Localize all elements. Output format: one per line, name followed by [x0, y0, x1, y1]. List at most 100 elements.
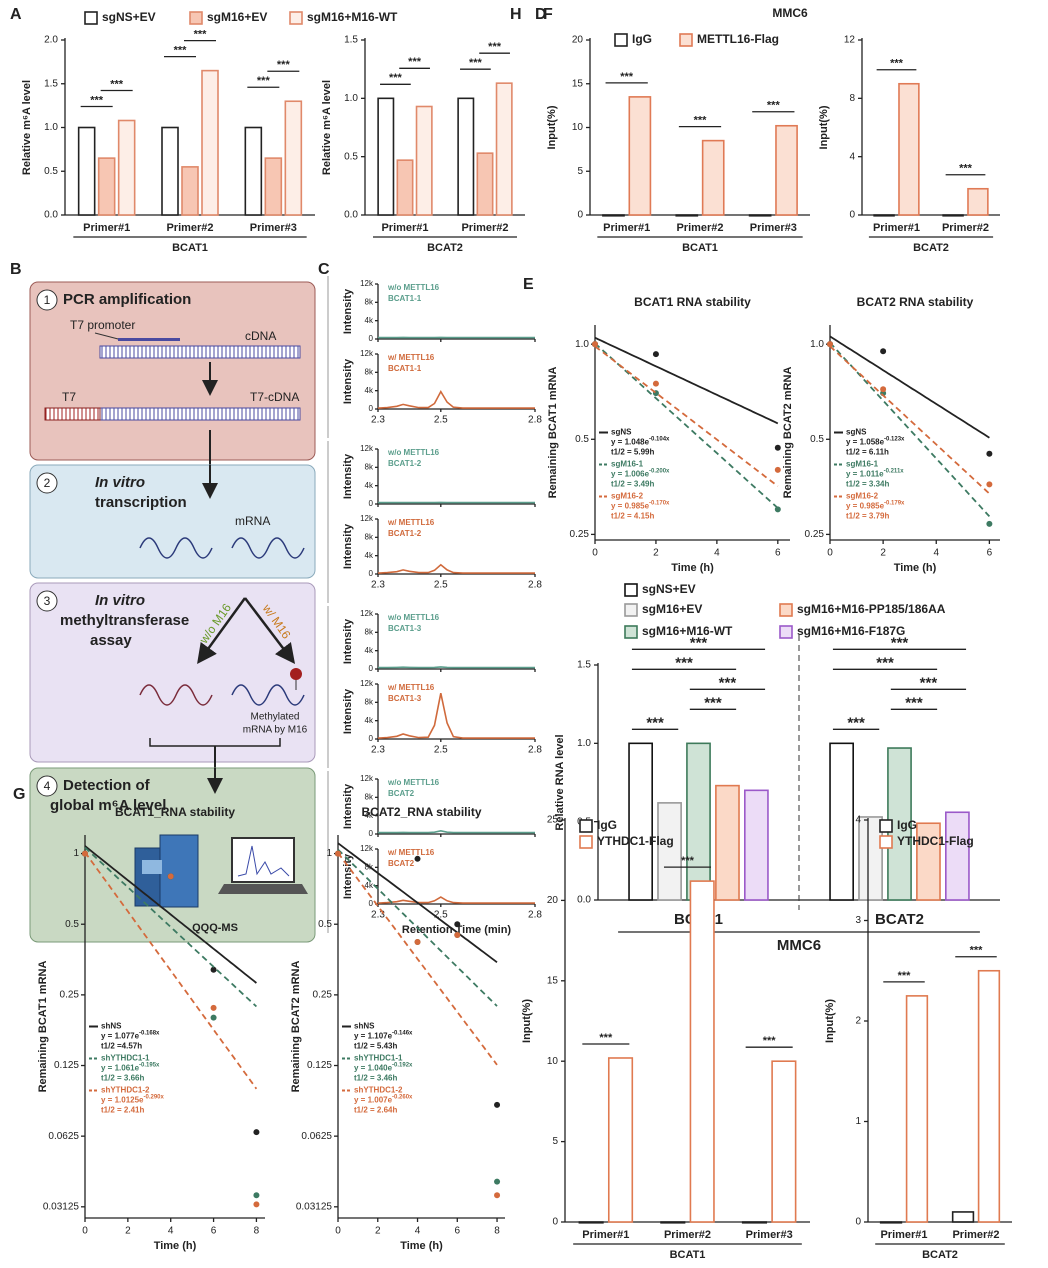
y-tick-label: 1 — [73, 848, 79, 859]
legend-swatch — [779, 603, 793, 617]
label: mRNA by M16 — [243, 725, 308, 736]
sample-label: BCAT1-3 — [388, 694, 422, 703]
y-tick-label: 0 — [849, 210, 855, 221]
fit-equation-base: y = 1.058e — [846, 438, 885, 447]
bar — [741, 1221, 768, 1224]
methyl-mark — [290, 668, 302, 680]
x-tick-label: 2.8 — [528, 745, 542, 756]
step-badge — [36, 775, 58, 797]
bar — [879, 1221, 903, 1224]
y-tick-label: 0 — [369, 334, 374, 343]
fit-equation: y = 0.985e-0.179x — [846, 500, 905, 511]
significance-label: *** — [681, 855, 695, 867]
bar — [476, 152, 494, 216]
legend-label: METTL16-Flag — [697, 32, 779, 46]
y-tick-label: 2 — [855, 1016, 861, 1027]
fit-equation: y = 1.0125e-0.290x — [101, 1094, 164, 1105]
x-tick-label: Primer#2 — [676, 222, 723, 234]
y-tick-label: 0.25 — [60, 990, 80, 1001]
bar — [264, 157, 283, 216]
x-tick-label: 2.5 — [434, 580, 448, 591]
significance-label: *** — [690, 634, 708, 651]
fit-equation-exponent: -0.200x — [649, 468, 670, 474]
half-life: t1/2 = 3.79h — [846, 512, 889, 521]
y-tick-label: 0.125 — [307, 1060, 332, 1071]
x-tick-label: 4 — [933, 548, 939, 559]
group-label: BCAT2 — [913, 242, 949, 254]
y-tick-label: 1 — [326, 848, 332, 859]
x-tick-label: Primer#3 — [250, 222, 297, 234]
trace-label: w/o METTL16 — [387, 283, 440, 292]
legend-swatch — [614, 33, 628, 47]
step-title: In vitro — [95, 592, 145, 609]
fit-equation: y = 1.077e-0.168x — [101, 1030, 160, 1041]
fit-equation-base: y = 1.011e — [846, 470, 884, 479]
data-point — [592, 341, 598, 348]
bar — [858, 816, 883, 901]
bar — [495, 82, 513, 216]
y-tick-label: 0.25 — [570, 529, 590, 540]
fit-equation-base: y = 1.107e — [354, 1032, 393, 1041]
step-box — [29, 281, 316, 461]
significance-label: *** — [675, 654, 693, 671]
y-axis-label: Intensity — [342, 688, 354, 734]
arrow — [197, 597, 247, 665]
y-tick-label: 0 — [369, 734, 374, 743]
instrument — [159, 834, 199, 908]
legend-swatch — [289, 11, 303, 25]
step-badge — [36, 472, 58, 494]
bar — [898, 82, 920, 216]
promoter — [118, 338, 180, 341]
chart-title: BCAT2_RNA stability — [361, 805, 481, 819]
half-life: t1/2 = 3.34h — [846, 480, 889, 489]
y-tick-label: 8k — [365, 627, 374, 636]
x-tick-label: 0 — [335, 1226, 341, 1237]
y-tick-label: 0 — [369, 899, 374, 908]
fit-line — [337, 842, 498, 964]
step-box — [29, 464, 316, 579]
fit-equation-base: y = 1.006e — [611, 470, 650, 479]
fit-equation-exponent: -0.192x — [392, 1062, 413, 1068]
bar — [628, 742, 653, 901]
bar — [181, 166, 199, 216]
legend-swatch — [579, 819, 593, 833]
data-point — [82, 850, 88, 857]
bar — [607, 1057, 634, 1223]
group-label: BCAT1 — [172, 242, 208, 254]
data-point — [827, 341, 833, 348]
panel-label: D — [535, 6, 547, 23]
x-tick-label: Primer#1 — [582, 1229, 629, 1241]
bar — [829, 742, 854, 901]
x-tick-label: 2.8 — [528, 580, 542, 591]
step-title: global m⁶A level — [50, 797, 166, 814]
fit-equation-base: y = 1.048e — [611, 438, 650, 447]
bar — [701, 139, 725, 216]
legend-label: sgNS+EV — [642, 582, 696, 596]
y-tick-label: 12k — [360, 609, 374, 618]
fit-equation: y = 1.011e-0.211x — [846, 468, 904, 479]
trace-label: w/ METTL16 — [387, 848, 435, 857]
legend-swatch — [624, 603, 638, 617]
y-axis-label: Input(%) — [546, 105, 558, 149]
data-point — [210, 1004, 217, 1011]
legend-swatch — [779, 625, 793, 639]
y-axis-label: Intensity — [342, 453, 354, 499]
trace — [377, 693, 535, 739]
y-tick-label: 12k — [360, 679, 374, 688]
chart-title: BCAT1_RNA stability — [115, 805, 235, 819]
legend-swatch — [579, 835, 593, 849]
significance-label: *** — [194, 29, 208, 41]
sample-label: BCAT1-1 — [388, 294, 422, 303]
x-tick-label: Primer#2 — [664, 1229, 711, 1241]
fit-line — [829, 335, 990, 439]
significance-label: *** — [408, 56, 422, 68]
y-tick-label: 0 — [552, 1217, 558, 1228]
significance-label: *** — [620, 71, 634, 83]
bar — [951, 1211, 975, 1223]
y-tick-label: 0 — [369, 829, 374, 838]
fit-equation: y = 1.040e-0.192x — [354, 1062, 413, 1073]
legend-label: sgM16+M16-WT — [307, 10, 398, 24]
fit-line — [84, 845, 257, 984]
panel-b-diagram: B 1 PCR amplification T7 promoter cDNA T… — [10, 261, 316, 943]
